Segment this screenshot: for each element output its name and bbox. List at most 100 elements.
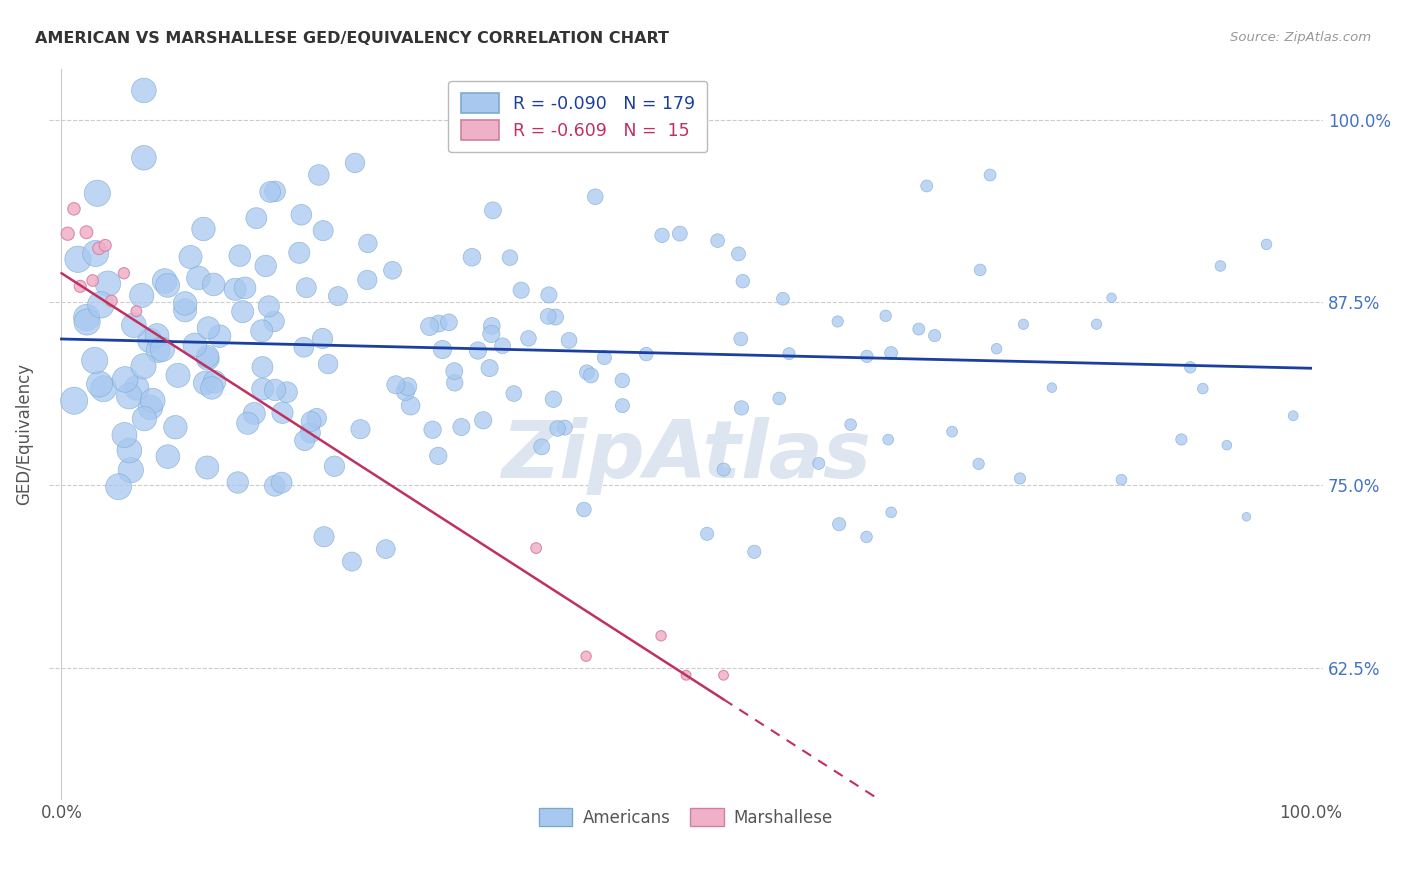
Point xyxy=(706,234,728,248)
Point xyxy=(243,407,266,421)
Point xyxy=(69,279,91,293)
Point xyxy=(612,399,634,413)
Point xyxy=(517,331,540,345)
Point xyxy=(229,249,252,263)
Point xyxy=(675,668,697,682)
Point xyxy=(986,342,1008,356)
Point xyxy=(727,247,749,261)
Point xyxy=(1170,433,1192,447)
Point xyxy=(76,315,98,329)
Point xyxy=(195,460,218,475)
Point xyxy=(651,228,673,243)
Point xyxy=(422,423,444,437)
Point xyxy=(478,361,501,376)
Point xyxy=(855,530,877,544)
Point xyxy=(839,417,862,432)
Point xyxy=(202,277,225,292)
Point xyxy=(575,649,598,664)
Point xyxy=(1209,259,1232,273)
Point xyxy=(491,339,513,353)
Point xyxy=(427,317,450,331)
Point xyxy=(524,541,547,555)
Point xyxy=(245,211,267,226)
Point xyxy=(125,381,148,395)
Point xyxy=(132,151,155,165)
Text: ZipAtlas: ZipAtlas xyxy=(501,417,870,495)
Point xyxy=(924,328,946,343)
Point xyxy=(1191,382,1213,396)
Point xyxy=(374,542,396,557)
Point xyxy=(443,376,465,390)
Point xyxy=(807,457,830,471)
Point xyxy=(357,236,380,251)
Point xyxy=(908,322,931,336)
Point xyxy=(461,250,484,264)
Point xyxy=(419,319,441,334)
Point xyxy=(381,263,404,277)
Point xyxy=(467,343,489,358)
Point xyxy=(259,185,281,199)
Point xyxy=(142,393,165,408)
Point xyxy=(575,365,598,379)
Point xyxy=(731,274,754,288)
Point xyxy=(502,386,524,401)
Point xyxy=(579,368,602,383)
Point xyxy=(482,203,505,218)
Point xyxy=(399,399,422,413)
Point xyxy=(252,360,274,375)
Point xyxy=(276,385,298,400)
Y-axis label: GED/Equivalency: GED/Equivalency xyxy=(15,363,32,505)
Point xyxy=(89,377,111,392)
Point xyxy=(915,178,938,193)
Point xyxy=(530,440,553,454)
Point xyxy=(132,83,155,97)
Point xyxy=(1111,473,1133,487)
Point xyxy=(86,186,108,201)
Point xyxy=(174,296,197,310)
Point xyxy=(572,502,595,516)
Point xyxy=(510,283,533,297)
Point xyxy=(146,343,169,358)
Point xyxy=(197,350,219,364)
Point xyxy=(730,401,752,415)
Point xyxy=(1040,381,1063,395)
Point xyxy=(76,310,98,325)
Point xyxy=(941,425,963,439)
Point xyxy=(208,329,231,343)
Point xyxy=(472,413,495,427)
Point xyxy=(236,416,259,430)
Point xyxy=(56,227,79,241)
Point xyxy=(356,273,378,287)
Point xyxy=(75,225,97,239)
Point xyxy=(84,246,107,260)
Point xyxy=(146,328,169,343)
Point xyxy=(730,332,752,346)
Point xyxy=(396,379,419,393)
Point xyxy=(118,443,141,458)
Point xyxy=(1256,237,1278,252)
Point xyxy=(340,555,363,569)
Point xyxy=(118,389,141,403)
Point xyxy=(856,350,879,364)
Point xyxy=(224,282,246,296)
Point xyxy=(537,310,560,324)
Legend: Americans, Marshallese: Americans, Marshallese xyxy=(531,800,841,835)
Point xyxy=(252,382,274,396)
Point xyxy=(66,252,89,267)
Point xyxy=(197,321,219,335)
Point xyxy=(316,357,339,371)
Point xyxy=(1180,360,1202,375)
Point xyxy=(114,372,136,386)
Point xyxy=(271,406,294,420)
Point xyxy=(156,450,179,464)
Point xyxy=(264,383,287,397)
Point xyxy=(288,245,311,260)
Text: AMERICAN VS MARSHALLESE GED/EQUIVALENCY CORRELATION CHART: AMERICAN VS MARSHALLESE GED/EQUIVALENCY … xyxy=(35,31,669,46)
Point xyxy=(305,411,328,425)
Text: Source: ZipAtlas.com: Source: ZipAtlas.com xyxy=(1230,31,1371,45)
Point xyxy=(593,351,616,365)
Point xyxy=(263,314,285,328)
Point xyxy=(696,526,718,541)
Point xyxy=(385,377,408,392)
Point xyxy=(312,530,335,544)
